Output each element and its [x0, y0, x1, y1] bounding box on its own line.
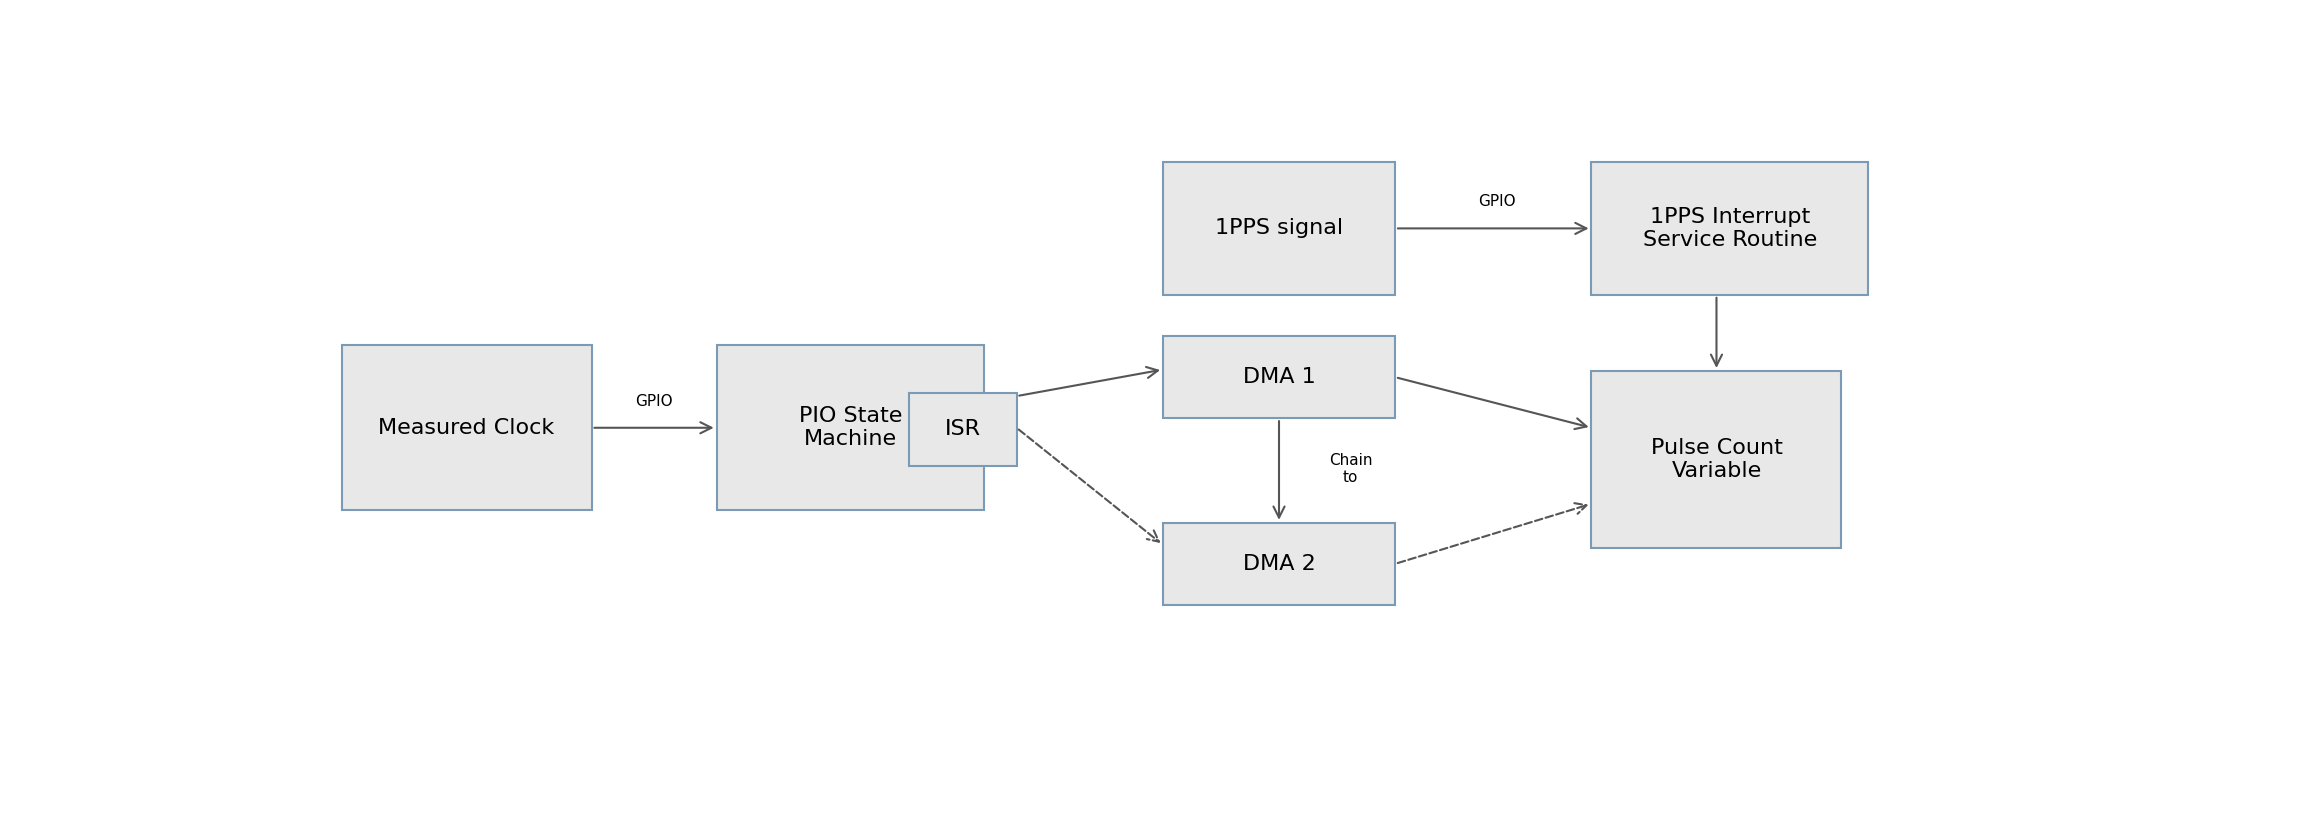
FancyBboxPatch shape [1164, 162, 1394, 295]
Text: 1PPS Interrupt
Service Routine: 1PPS Interrupt Service Routine [1643, 207, 1818, 250]
Text: Measured Clock: Measured Clock [378, 418, 555, 438]
Text: GPIO: GPIO [636, 394, 673, 409]
Text: ISR: ISR [945, 419, 982, 439]
FancyBboxPatch shape [717, 345, 984, 510]
Text: Pulse Count
Variable: Pulse Count Variable [1650, 438, 1783, 481]
Text: PIO State
Machine: PIO State Machine [799, 406, 903, 450]
Text: DMA 1: DMA 1 [1242, 367, 1316, 387]
Text: DMA 2: DMA 2 [1242, 554, 1316, 574]
FancyBboxPatch shape [1164, 523, 1394, 605]
FancyBboxPatch shape [1592, 162, 1869, 295]
FancyBboxPatch shape [1164, 336, 1394, 418]
Text: Chain
to: Chain to [1329, 453, 1373, 485]
FancyBboxPatch shape [910, 393, 1016, 466]
FancyBboxPatch shape [1592, 371, 1841, 548]
FancyBboxPatch shape [341, 345, 592, 510]
Text: 1PPS signal: 1PPS signal [1214, 219, 1343, 238]
Text: GPIO: GPIO [1479, 195, 1516, 210]
